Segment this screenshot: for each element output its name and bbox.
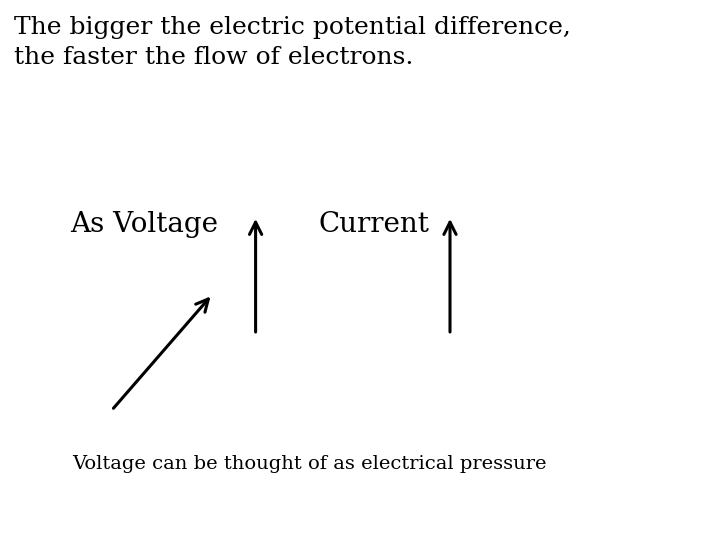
Text: As Voltage: As Voltage bbox=[70, 211, 218, 238]
Text: The bigger the electric potential difference,
the faster the flow of electrons.: The bigger the electric potential differ… bbox=[14, 16, 571, 69]
Text: Voltage can be thought of as electrical pressure: Voltage can be thought of as electrical … bbox=[72, 455, 546, 474]
Text: Current: Current bbox=[319, 211, 430, 238]
